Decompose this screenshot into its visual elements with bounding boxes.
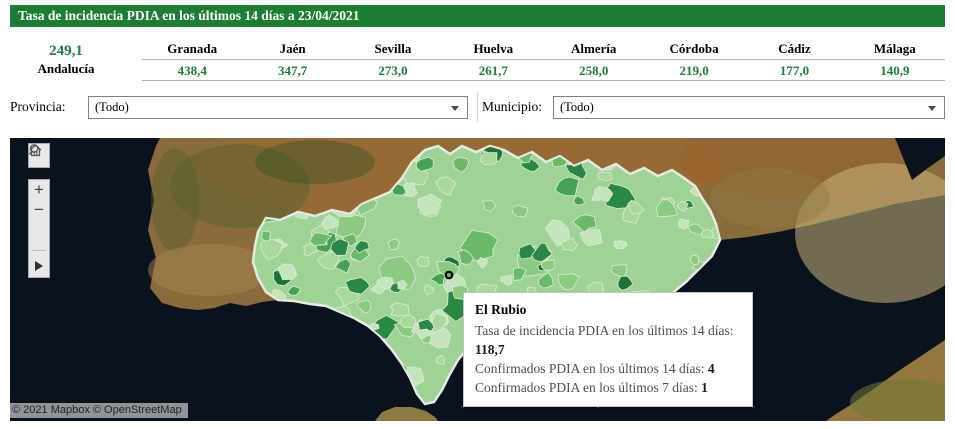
tangier-landmass [375, 407, 438, 421]
summary-total: 249,1 Andalucía [10, 42, 122, 78]
province-header-row: Granada Jaén Sevilla Huelva Almería Córdoba Cá… [142, 38, 945, 60]
province-value: 177,0 [779, 63, 810, 78]
title-bar: Tasa de incidencia PDIA en los últimos 1… [10, 5, 945, 27]
provincia-filter-label: Provincia: [10, 99, 66, 114]
tooltip-lines: Tasa de incidencia PDIA en los últimos 1… [475, 321, 742, 397]
selected-municipality-pin [444, 270, 454, 280]
province-name: Granada [167, 41, 218, 56]
province-value: 140,9 [880, 63, 910, 78]
map-tooltip: El Rubio Tasa de incidencia PDIA en los … [463, 292, 753, 407]
filter-divider [477, 92, 478, 122]
map[interactable]: + − El Rubio Tasa de incidencia PDIA e [10, 138, 945, 421]
province-value: 219,0 [679, 63, 709, 78]
zoom-control-group: + − [28, 144, 50, 278]
chevron-down-icon [451, 106, 459, 111]
province-table: Granada Jaén Sevilla Huelva Almería Córdoba Cá… [142, 38, 945, 81]
tooltip-line: Tasa de incidencia PDIA en los últimos 1… [475, 323, 734, 357]
province-name: Sevilla [374, 41, 412, 56]
municipio-dropdown-value: (Todo) [560, 100, 594, 114]
play-icon [35, 261, 43, 271]
province-name: Jaén [279, 41, 306, 56]
home-button[interactable] [29, 144, 49, 246]
province-value-row: 438,4 347,7 273,0 261,7 258,0 219,0 177,0 140,9 [142, 60, 945, 81]
minus-icon: − [34, 200, 44, 219]
municipio-dropdown[interactable]: (Todo) [553, 96, 945, 119]
province-value: 347,7 [277, 63, 308, 78]
control-divider [32, 250, 46, 251]
zoom-in-button[interactable]: + [29, 180, 49, 200]
province-name: Almería [570, 41, 617, 56]
tooltip-line: Confirmados PDIA en los últimos 7 días: … [475, 380, 708, 395]
province-name: Cádiz [778, 41, 811, 56]
province-value: 438,4 [177, 63, 207, 78]
map-canvas [10, 138, 945, 421]
tooltip-line: Confirmados PDIA en los últimos 14 días:… [475, 361, 715, 376]
province-name: Huelva [473, 41, 514, 56]
map-toolbar: + − [28, 143, 50, 278]
summary-total-value: 249,1 [49, 43, 83, 59]
home-icon [29, 144, 42, 157]
province-value: 258,0 [579, 63, 609, 78]
zoom-out-button[interactable]: − [29, 200, 49, 220]
expand-button[interactable] [29, 255, 49, 277]
municipio-filter-label: Municipio: [482, 99, 542, 114]
map-attribution[interactable]: © 2021 Mapbox © OpenStreetMap [10, 403, 188, 418]
andalucia-region-outline [252, 145, 721, 405]
tooltip-title: El Rubio [475, 302, 527, 317]
province-name: Córdoba [669, 41, 719, 56]
summary-total-label: Andalucía [37, 61, 95, 76]
chevron-down-icon [928, 106, 936, 111]
morocco-terrain [850, 379, 945, 421]
provincia-dropdown-value: (Todo) [95, 100, 129, 114]
province-name: Málaga [873, 41, 916, 56]
province-value: 273,0 [378, 63, 408, 78]
plus-icon: + [34, 180, 44, 199]
provincia-dropdown[interactable]: (Todo) [88, 96, 468, 119]
province-value: 261,7 [478, 63, 508, 78]
mediterranean-inlet [895, 138, 945, 180]
